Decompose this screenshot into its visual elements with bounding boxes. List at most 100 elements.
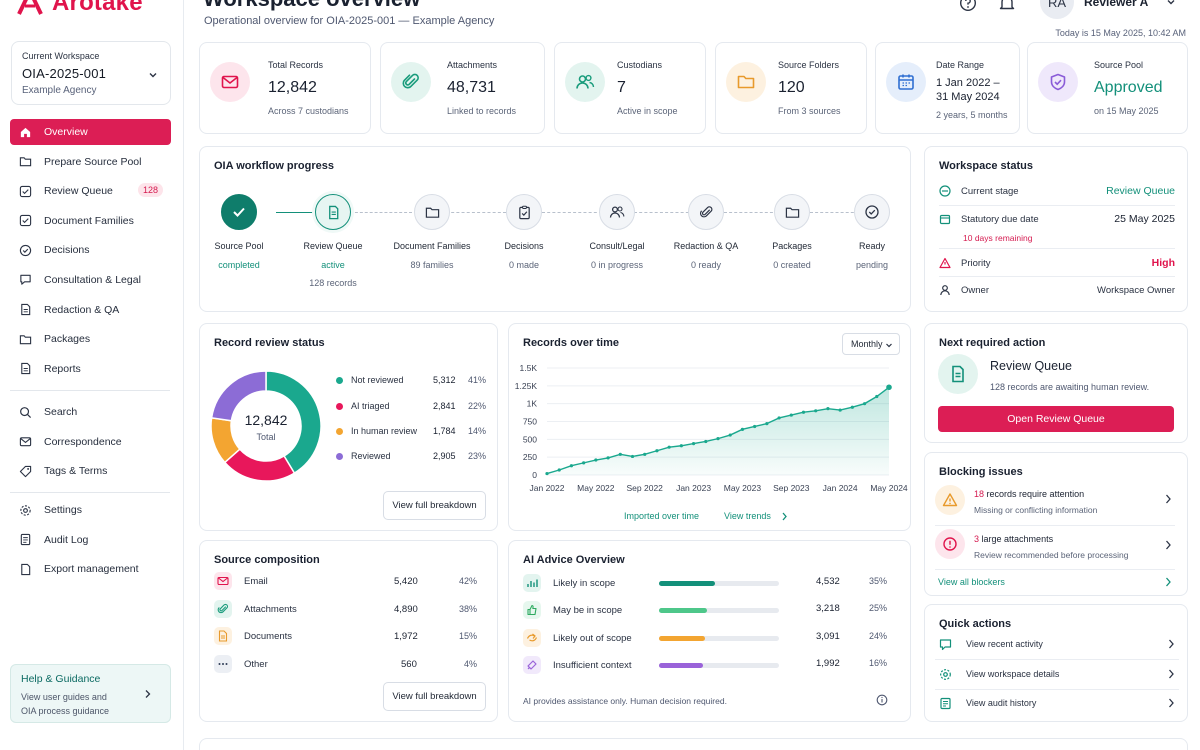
nav-item-prepare-source-pool[interactable]: Prepare Source Pool xyxy=(10,149,171,175)
workflow-step-ready[interactable]: Ready pending xyxy=(827,194,917,270)
workflow-step-document-families[interactable]: Document Families 89 families xyxy=(387,194,477,270)
data-point[interactable] xyxy=(594,458,598,462)
app-logo[interactable]: Arotake xyxy=(16,0,143,18)
chevron-right-icon[interactable] xyxy=(1165,577,1172,587)
nav-item-tags-terms[interactable]: Tags & Terms xyxy=(10,458,171,484)
data-point[interactable] xyxy=(886,384,892,391)
view-all-blockers-link[interactable]: View all blockers xyxy=(938,577,1005,587)
nav-item-reports[interactable]: Reports xyxy=(10,356,171,382)
card-title: Records over time xyxy=(523,337,619,349)
context-icon xyxy=(523,656,541,674)
open-review-queue-button[interactable]: Open Review Queue xyxy=(938,406,1174,432)
stat-label: Source Pool xyxy=(1094,60,1144,70)
stat-card-custodians[interactable]: Custodians 7 Active in scope xyxy=(554,42,706,134)
data-point[interactable] xyxy=(838,408,842,412)
data-point[interactable] xyxy=(704,439,708,444)
user-menu[interactable]: RA Reviewer A xyxy=(1040,0,1190,19)
data-point[interactable] xyxy=(679,444,683,448)
help-icon[interactable] xyxy=(959,0,977,12)
ai-advice-row: May be in scope xyxy=(523,598,893,622)
composition-label: Attachments xyxy=(244,603,297,615)
workflow-step-consult-legal[interactable]: Consult/Legal 0 in progress xyxy=(572,194,662,270)
workflow-step-source-pool[interactable]: Source Pool completed xyxy=(194,194,284,270)
stat-card-source-folders[interactable]: Source Folders 120 From 3 sources xyxy=(715,42,867,134)
data-point[interactable] xyxy=(875,394,879,399)
data-point[interactable] xyxy=(643,452,647,456)
interval-select[interactable]: Monthly xyxy=(842,333,900,355)
nav-item-packages[interactable]: Packages xyxy=(10,326,171,352)
data-point[interactable] xyxy=(655,449,659,453)
data-point[interactable] xyxy=(716,437,720,441)
data-point[interactable] xyxy=(753,424,757,429)
due-remaining-note: 10 days remaining xyxy=(963,233,1033,243)
blocker-row[interactable]: 18 records require attention xyxy=(974,489,1084,499)
nav-item-settings[interactable]: Settings xyxy=(10,497,171,523)
nav-item-audit-log[interactable]: Audit Log xyxy=(10,527,171,553)
status-row-priority: Priority High xyxy=(939,251,1175,275)
row-divider xyxy=(935,525,1175,526)
composition-row: Other 560 4% xyxy=(214,652,484,676)
nav-item-overview[interactable]: Overview xyxy=(10,119,171,145)
bell-icon[interactable] xyxy=(998,0,1016,12)
nav-item-correspondence[interactable]: Correspondence xyxy=(10,429,171,455)
stat-value-line-2: 31 May 2024 xyxy=(936,91,1000,103)
status-value: Review Queue xyxy=(1106,185,1175,197)
chevron-right-icon[interactable] xyxy=(1165,540,1172,550)
paperclip-icon xyxy=(214,600,232,618)
data-point[interactable] xyxy=(667,445,671,449)
view-full-breakdown-button[interactable]: View full breakdown xyxy=(383,682,486,711)
stat-card-date-range[interactable]: Date Range 1 Jan 2022 – 31 May 2024 2 ye… xyxy=(875,42,1020,134)
current-datetime: Today is 15 May 2025, 10:42 AM xyxy=(1055,28,1186,38)
nav-item-document-families[interactable]: Document Families xyxy=(10,208,171,234)
legend-value: 5,312 xyxy=(433,375,456,385)
info-icon[interactable] xyxy=(876,694,888,706)
stat-card-total-records[interactable]: Total Records 12,842 Across 7 custodians xyxy=(199,42,371,134)
data-point[interactable] xyxy=(606,456,610,460)
nav-item-consultation-legal[interactable]: Consultation & Legal xyxy=(10,267,171,293)
donut-slice-not-reviewed[interactable] xyxy=(265,370,322,475)
chevron-right-icon xyxy=(145,690,151,698)
row-divider xyxy=(935,659,1179,660)
data-point[interactable] xyxy=(789,413,793,417)
view-full-breakdown-button[interactable]: View full breakdown xyxy=(383,491,486,520)
data-point[interactable] xyxy=(777,416,781,420)
data-point[interactable] xyxy=(728,433,732,437)
chevron-right-icon[interactable] xyxy=(1165,494,1172,504)
nav-item-search[interactable]: Search xyxy=(10,399,171,425)
data-point[interactable] xyxy=(557,468,561,472)
workflow-step-redaction-qa[interactable]: Redaction & QA 0 ready xyxy=(661,194,751,270)
blocker-row[interactable]: 3 large attachments xyxy=(974,534,1053,544)
stat-card-attachments[interactable]: Attachments 48,731 Linked to records xyxy=(380,42,545,134)
data-point[interactable] xyxy=(862,402,867,406)
data-point[interactable] xyxy=(569,464,574,468)
view-trends-link[interactable]: View trends xyxy=(724,511,788,521)
workspace-selector[interactable]: Current Workspace OIA-2025-001 Example A… xyxy=(11,41,171,105)
data-point[interactable] xyxy=(618,452,622,456)
nav-item-review-queue[interactable]: Review Queue 128 xyxy=(10,178,171,204)
data-point[interactable] xyxy=(765,422,769,426)
data-point[interactable] xyxy=(582,461,586,465)
workflow-step-packages[interactable]: Packages 0 created xyxy=(747,194,837,270)
imported-over-time-link[interactable]: Imported over time xyxy=(624,511,700,521)
next-action-card: Next required action Review Queue 128 re… xyxy=(924,323,1188,443)
data-point[interactable] xyxy=(814,409,818,413)
data-point[interactable] xyxy=(545,471,549,476)
data-point[interactable] xyxy=(826,407,830,411)
nav-item-decisions[interactable]: Decisions xyxy=(10,237,171,263)
nav-item-export-management[interactable]: Export management xyxy=(10,556,171,582)
data-point[interactable] xyxy=(691,442,696,446)
quick-action-recent-activity[interactable]: View recent activity xyxy=(939,630,1175,658)
data-point[interactable] xyxy=(740,427,745,431)
quick-action-workspace-details[interactable]: View workspace details xyxy=(939,660,1175,688)
data-point[interactable] xyxy=(801,410,806,414)
data-point[interactable] xyxy=(850,405,854,409)
help-guidance-card[interactable]: Help & Guidance View user guides and OIA… xyxy=(10,664,171,723)
chat-icon xyxy=(18,273,32,287)
quick-action-audit-history[interactable]: View audit history xyxy=(939,689,1175,717)
nav-item-redaction-qa[interactable]: Redaction & QA xyxy=(10,297,171,323)
donut-slice-reviewed[interactable] xyxy=(210,370,267,422)
workflow-step-decisions[interactable]: Decisions 0 made xyxy=(479,194,569,270)
stat-card-source-pool[interactable]: Source Pool Approved on 15 May 2025 xyxy=(1027,42,1188,134)
workflow-step-review-queue[interactable]: Review Queue active 128 records xyxy=(288,194,378,288)
data-point[interactable] xyxy=(630,454,635,459)
